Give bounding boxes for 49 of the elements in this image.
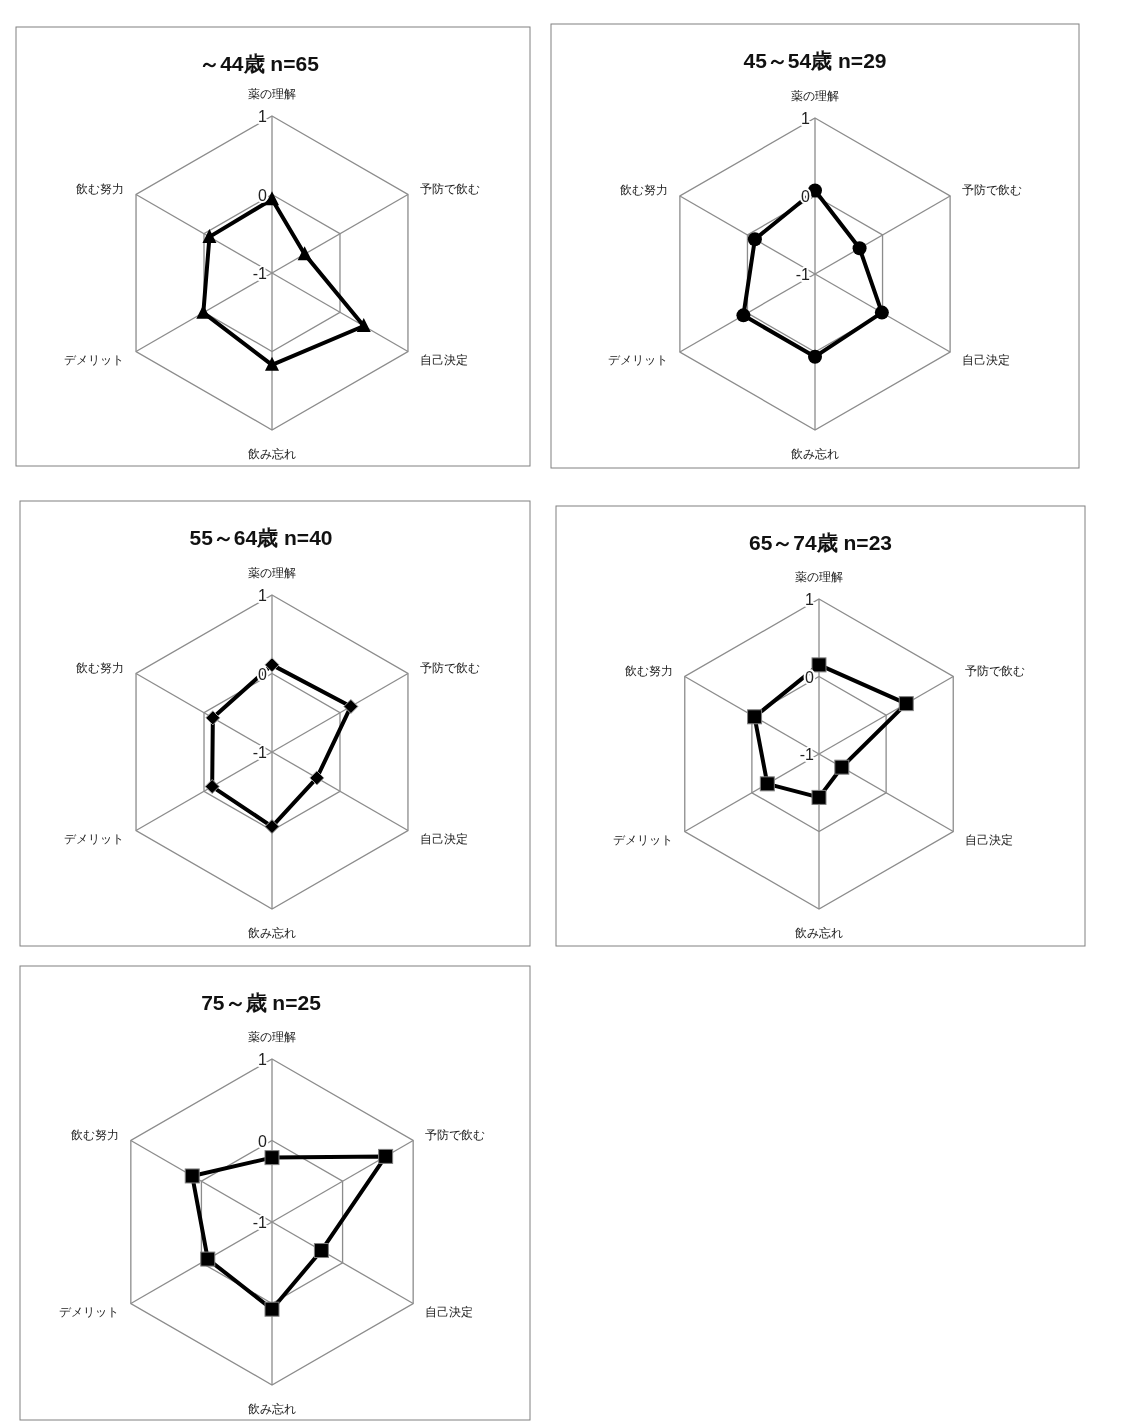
spoke-label: 薬の理解	[795, 571, 843, 583]
y-tick-label: 1	[801, 110, 811, 127]
spoke-label: 自己決定	[425, 1304, 474, 1318]
spoke-label: 薬の理解	[791, 90, 839, 102]
chart-title: 55～64歳 n=40	[189, 526, 333, 549]
chart-title: ～44歳 n=65	[199, 52, 320, 75]
spoke-label: デメリット	[63, 353, 124, 366]
spoke-label: 予防で飲む	[965, 664, 1026, 677]
spoke-label: 飲む努力	[75, 661, 124, 674]
y-tick-label: -1	[799, 746, 815, 763]
y-tick-label: 0	[801, 188, 811, 205]
chart-title: 75～歳 n=25	[201, 991, 322, 1014]
spoke-label: 薬の理解	[248, 567, 296, 579]
y-tick-label: 1	[258, 1051, 268, 1068]
spoke-label: 自己決定	[420, 352, 469, 366]
y-tick-label: -1	[252, 265, 268, 282]
spoke-label: 予防で飲む	[425, 1128, 486, 1141]
spoke-label: 自己決定	[965, 832, 1014, 846]
spoke-label: 飲む努力	[70, 1128, 119, 1141]
y-tick-label: 1	[258, 587, 268, 604]
y-tick-label: 1	[258, 108, 268, 125]
spoke-label: 飲む努力	[624, 664, 673, 677]
spoke-label: 自己決定	[962, 353, 1011, 366]
y-tick-label: -1	[795, 266, 811, 283]
spoke-label: 自己決定	[420, 831, 469, 845]
spoke-label: 予防で飲む	[420, 661, 481, 674]
spoke-label: 薬の理解	[248, 1031, 296, 1043]
y-tick-label: 1	[805, 591, 815, 608]
spoke-label: 飲み忘れ	[248, 926, 296, 939]
spoke-label: デメリット	[612, 833, 673, 846]
spoke-label: 飲む努力	[619, 184, 668, 196]
y-tick-label: -1	[252, 744, 268, 761]
chart-title: 45～54歳 n=29	[743, 49, 887, 72]
spoke-label: 予防で飲む	[420, 182, 481, 195]
spoke-label: 予防で飲む	[962, 184, 1023, 196]
spoke-label: 飲み忘れ	[791, 447, 839, 460]
spoke-label: デメリット	[63, 832, 124, 845]
y-tick-label: 0	[258, 186, 268, 204]
spoke-label: 飲み忘れ	[795, 926, 843, 939]
spoke-label: デメリット	[58, 1305, 119, 1318]
chart-title: 65～74歳 n=23	[748, 531, 893, 554]
y-tick-label: 0	[258, 1132, 268, 1150]
y-tick-label: -1	[252, 1214, 268, 1231]
spoke-label: 飲む努力	[75, 182, 124, 195]
y-tick-label: 0	[258, 665, 268, 683]
spoke-label: デメリット	[607, 354, 668, 366]
spoke-label: 飲み忘れ	[248, 1402, 296, 1415]
spoke-label: 飲み忘れ	[248, 447, 296, 460]
spoke-label: 薬の理解	[248, 88, 296, 100]
